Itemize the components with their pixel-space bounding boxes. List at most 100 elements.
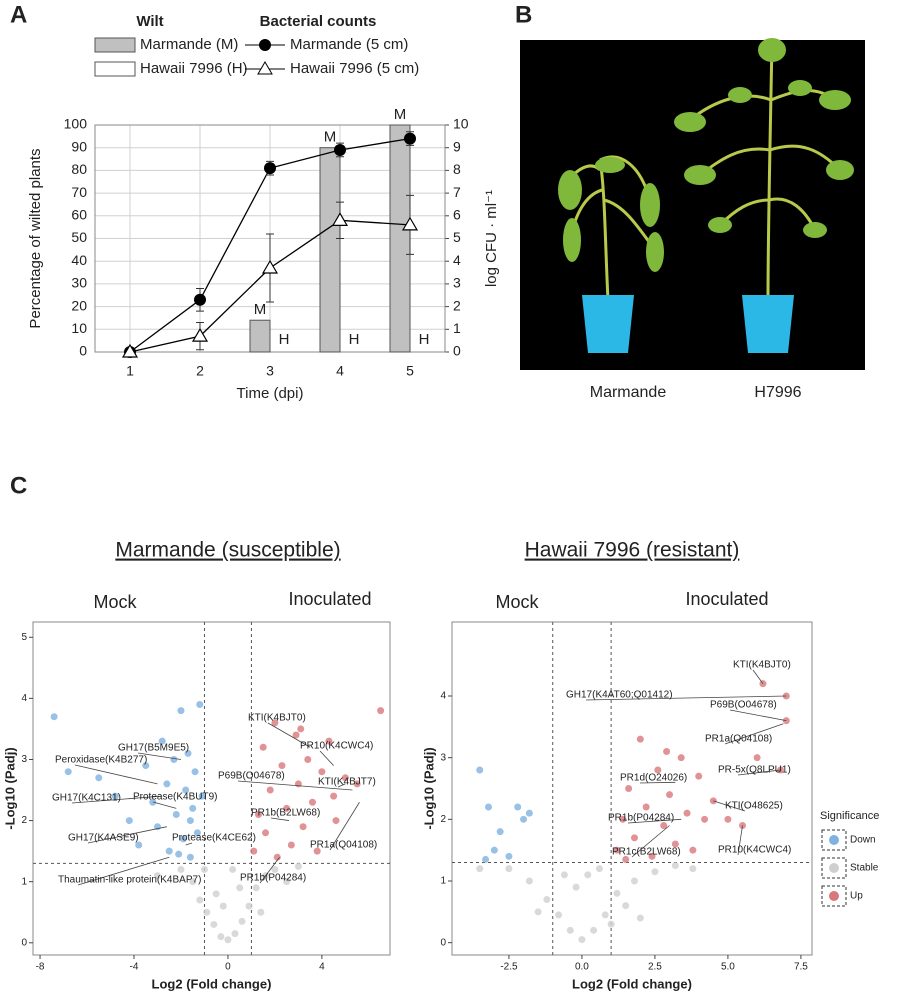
point <box>189 804 197 812</box>
marker <box>264 162 276 175</box>
point <box>175 850 183 858</box>
point <box>231 930 239 938</box>
point <box>753 754 761 762</box>
leader-line <box>713 800 746 812</box>
point <box>525 809 533 817</box>
legend-label: Marmande (M) <box>140 36 238 53</box>
legend-label: Stable <box>850 863 879 874</box>
point <box>476 766 484 774</box>
x-tick-label: 5.0 <box>721 962 735 973</box>
point <box>622 902 630 910</box>
marker <box>121 343 139 358</box>
leader-line <box>639 781 676 784</box>
panel-label: C <box>10 472 27 499</box>
point <box>555 911 563 919</box>
leader-line <box>259 856 280 884</box>
point <box>170 755 178 763</box>
leader-line <box>319 750 334 766</box>
gene-label: KTI(K4BJT0) <box>733 660 791 671</box>
point <box>566 926 574 934</box>
point <box>111 792 119 800</box>
y-tick-label: 1 <box>21 876 27 887</box>
gene-label: Thaumatin-like protein(K4BAP7) <box>58 875 201 886</box>
point <box>283 878 291 886</box>
point <box>505 865 513 873</box>
leader-line <box>137 752 182 760</box>
point <box>64 768 72 776</box>
marker <box>194 293 206 306</box>
legend-marker <box>257 61 273 75</box>
point <box>689 846 697 854</box>
point <box>95 774 103 782</box>
y-tick-label: 5 <box>21 632 27 643</box>
y-tick-label: 50 <box>71 229 87 245</box>
x-axis-label: Log2 (Fold change) <box>572 976 692 991</box>
marker <box>261 259 279 274</box>
point <box>179 835 187 843</box>
y-axis-label: -Log10 (Padj) <box>421 747 436 829</box>
point <box>245 902 253 910</box>
point <box>671 862 679 870</box>
volcano-title: Marmande (susceptible) <box>115 539 340 562</box>
point <box>648 852 656 860</box>
gene-label: PR1b(P04284) <box>608 813 674 824</box>
point <box>590 926 598 934</box>
y-tick-label: 1 <box>440 876 446 887</box>
point <box>607 920 615 928</box>
photo <box>520 38 865 370</box>
leader-line <box>329 802 360 851</box>
legend-label: Marmande (5 cm) <box>290 36 408 53</box>
point <box>252 884 260 892</box>
y-tick-label: 40 <box>71 252 87 268</box>
point <box>304 755 312 763</box>
point <box>271 865 279 873</box>
leader-line <box>631 825 670 858</box>
legend-swatch <box>94 37 136 53</box>
point <box>651 868 659 876</box>
point <box>318 768 326 776</box>
legend-title: Significance <box>820 810 879 822</box>
y-tick-label: 80 <box>71 161 87 177</box>
legend-swatch <box>94 61 136 77</box>
y2-tick-label: 6 <box>453 207 461 223</box>
point <box>484 803 492 811</box>
point <box>534 908 542 916</box>
pot <box>582 295 634 353</box>
point <box>50 713 58 721</box>
point <box>308 798 316 806</box>
point <box>496 828 504 836</box>
y-tick-label: 4 <box>440 691 446 702</box>
point <box>514 803 522 811</box>
gene-label: PR1a(Q04108) <box>705 734 772 745</box>
point <box>125 817 133 825</box>
gene-label: KTI(K4BJT0) <box>248 713 306 724</box>
y2-tick-label: 2 <box>453 297 461 313</box>
gene-label: PR1c(B2LW68) <box>612 847 681 858</box>
point <box>625 785 633 792</box>
point <box>677 754 685 762</box>
gene-label: PR-5x(Q8LPU1) <box>718 765 791 776</box>
point <box>543 896 551 903</box>
point <box>273 853 281 861</box>
y2-tick-label: 10 <box>453 116 469 132</box>
point <box>186 817 194 825</box>
leader-line <box>71 795 163 804</box>
point <box>325 737 333 745</box>
point <box>184 749 192 757</box>
photo-caption: Marmande <box>590 384 667 401</box>
x-tick-label: 0.0 <box>575 962 589 973</box>
marker <box>334 143 346 156</box>
point <box>630 877 638 885</box>
point <box>683 809 691 817</box>
point <box>229 865 237 873</box>
gene-label: GH17(K4C131) <box>52 793 121 804</box>
gene-label: Protease(K4CE62) <box>172 833 256 844</box>
point <box>578 936 586 944</box>
point <box>250 847 258 855</box>
side-label: Inoculated <box>685 589 768 609</box>
y2-tick-label: 3 <box>453 275 461 291</box>
y-tick-label: 2 <box>440 814 446 825</box>
y2-tick-label: 8 <box>453 161 461 177</box>
y2-tick-label: 0 <box>453 343 461 359</box>
point <box>613 889 621 897</box>
